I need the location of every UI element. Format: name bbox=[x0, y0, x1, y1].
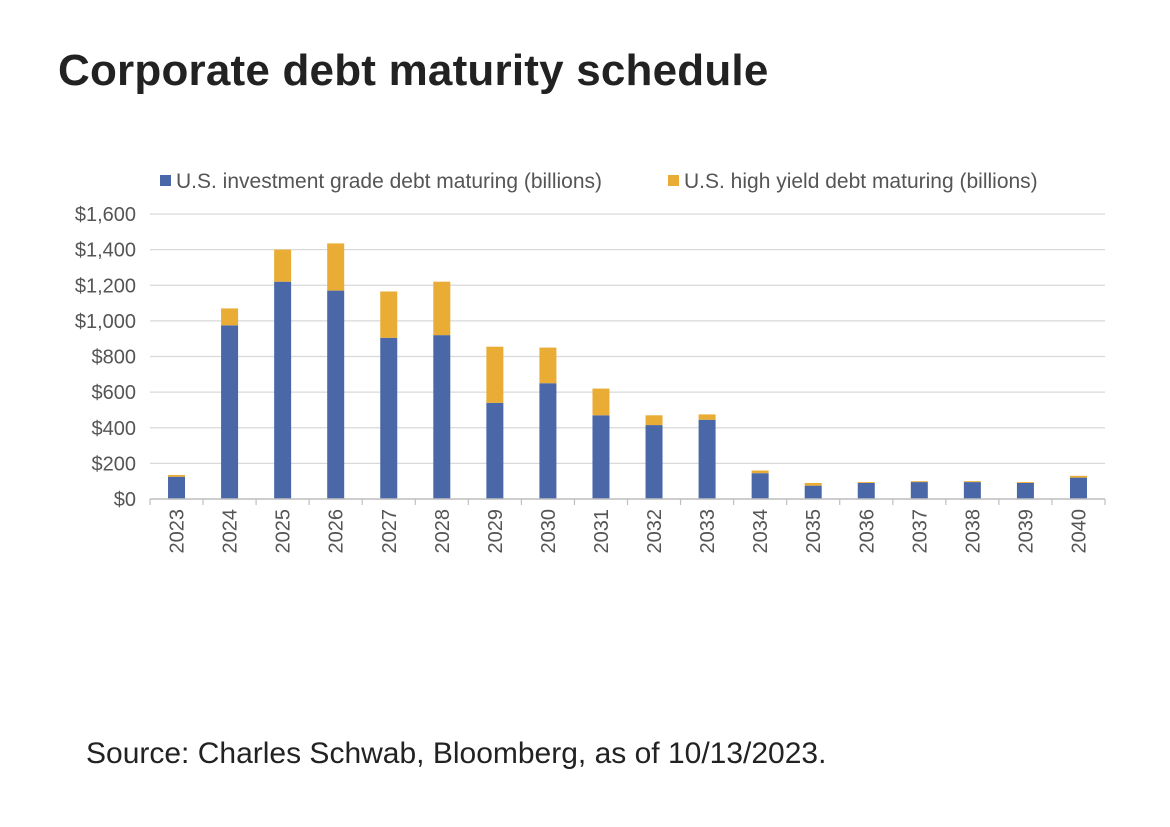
bar-high-yield-2028 bbox=[433, 281, 451, 336]
bar-high-yield-2038 bbox=[963, 481, 981, 483]
x-tick-label: 2038 bbox=[962, 509, 984, 554]
bar-investment-grade-2027 bbox=[380, 337, 398, 499]
x-tick-label: 2033 bbox=[697, 509, 719, 554]
bar-investment-grade-2023 bbox=[168, 476, 186, 499]
x-tick-label: 2037 bbox=[909, 509, 931, 554]
bar-investment-grade-2040 bbox=[1069, 477, 1087, 499]
bar-high-yield-2037 bbox=[910, 481, 928, 483]
x-axis: 2023 2024 2025 2026 2027 2028 2029 2030 2031 2032… bbox=[149, 498, 1106, 554]
stacked-bar-chart: U.S. investment grade debt maturing (bil… bbox=[75, 170, 1106, 554]
legend-swatch-1 bbox=[668, 175, 679, 186]
bar-high-yield-2026 bbox=[327, 243, 345, 291]
legend: U.S. investment grade debt maturing (bil… bbox=[160, 170, 1038, 193]
x-tick-label: 2028 bbox=[432, 509, 454, 554]
bar-high-yield-2032 bbox=[645, 415, 663, 426]
bar-investment-grade-2038 bbox=[963, 482, 981, 499]
x-tick-label: 2032 bbox=[644, 509, 666, 554]
bars bbox=[168, 243, 1087, 499]
bar-investment-grade-2030 bbox=[539, 383, 557, 499]
x-tick-label: 2035 bbox=[803, 509, 825, 554]
bar-investment-grade-2024 bbox=[221, 325, 239, 499]
source-note: Source: Charles Schwab, Bloomberg, as of… bbox=[86, 737, 827, 770]
bar-high-yield-2030 bbox=[539, 347, 557, 384]
bar-high-yield-2034 bbox=[751, 470, 769, 474]
bar-investment-grade-2037 bbox=[910, 482, 928, 499]
bar-investment-grade-2031 bbox=[592, 415, 610, 499]
bar-investment-grade-2025 bbox=[274, 281, 292, 499]
x-tick-label: 2024 bbox=[220, 509, 242, 554]
legend-label-1: U.S. high yield debt maturing (billions) bbox=[684, 170, 1038, 193]
x-tick-label: 2026 bbox=[326, 509, 348, 554]
bar-high-yield-2039 bbox=[1016, 482, 1034, 483]
bar-high-yield-2025 bbox=[274, 249, 292, 282]
x-tick-label: 2031 bbox=[591, 509, 613, 554]
x-tick-label: 2029 bbox=[485, 509, 507, 554]
x-tick-label: 2034 bbox=[750, 509, 772, 554]
y-tick-label: $200 bbox=[92, 453, 137, 475]
y-tick-label: $0 bbox=[114, 489, 136, 511]
x-tick-label: 2036 bbox=[856, 509, 878, 554]
bar-high-yield-2023 bbox=[168, 474, 186, 477]
bar-investment-grade-2029 bbox=[486, 402, 504, 499]
x-tick-label: 2030 bbox=[538, 509, 560, 554]
x-tick-label: 2027 bbox=[379, 509, 401, 554]
legend-label-0: U.S. investment grade debt maturing (bil… bbox=[176, 170, 602, 193]
x-tick-label: 2039 bbox=[1015, 509, 1037, 554]
y-tick-label: $1,000 bbox=[75, 311, 136, 333]
bar-investment-grade-2026 bbox=[327, 290, 345, 499]
bar-high-yield-2033 bbox=[698, 414, 716, 420]
bar-high-yield-2024 bbox=[221, 308, 239, 326]
y-tick-label: $800 bbox=[92, 347, 137, 369]
bar-high-yield-2036 bbox=[857, 482, 875, 483]
bar-high-yield-2035 bbox=[804, 482, 822, 486]
x-tick-label: 2040 bbox=[1068, 509, 1090, 554]
y-tick-label: $1,400 bbox=[75, 240, 136, 262]
bar-investment-grade-2033 bbox=[698, 419, 716, 499]
legend-swatch-0 bbox=[160, 175, 171, 186]
y-tick-label: $400 bbox=[92, 418, 137, 440]
bar-high-yield-2040 bbox=[1069, 475, 1087, 478]
bar-high-yield-2027 bbox=[380, 291, 398, 338]
y-tick-label: $1,600 bbox=[75, 204, 136, 226]
bar-high-yield-2031 bbox=[592, 388, 610, 416]
y-axis-labels: $0 $200 $400 $600 $800 $1,000 $1,200 $1,400 $1,6… bbox=[75, 204, 136, 511]
bar-investment-grade-2034 bbox=[751, 473, 769, 499]
bar-investment-grade-2032 bbox=[645, 425, 663, 499]
x-tick-label: 2023 bbox=[167, 509, 189, 554]
gridlines bbox=[150, 213, 1105, 500]
chart-container: U.S. investment grade debt maturing (bil… bbox=[0, 150, 1170, 590]
x-tick-label: 2025 bbox=[273, 509, 295, 554]
y-tick-label: $1,200 bbox=[75, 275, 136, 297]
bar-investment-grade-2028 bbox=[433, 335, 451, 499]
bar-high-yield-2029 bbox=[486, 346, 504, 403]
bar-investment-grade-2035 bbox=[804, 485, 822, 499]
y-tick-label: $600 bbox=[92, 382, 137, 404]
chart-title: Corporate debt maturity schedule bbox=[58, 46, 769, 95]
bar-investment-grade-2036 bbox=[857, 482, 875, 499]
bar-investment-grade-2039 bbox=[1016, 482, 1034, 499]
